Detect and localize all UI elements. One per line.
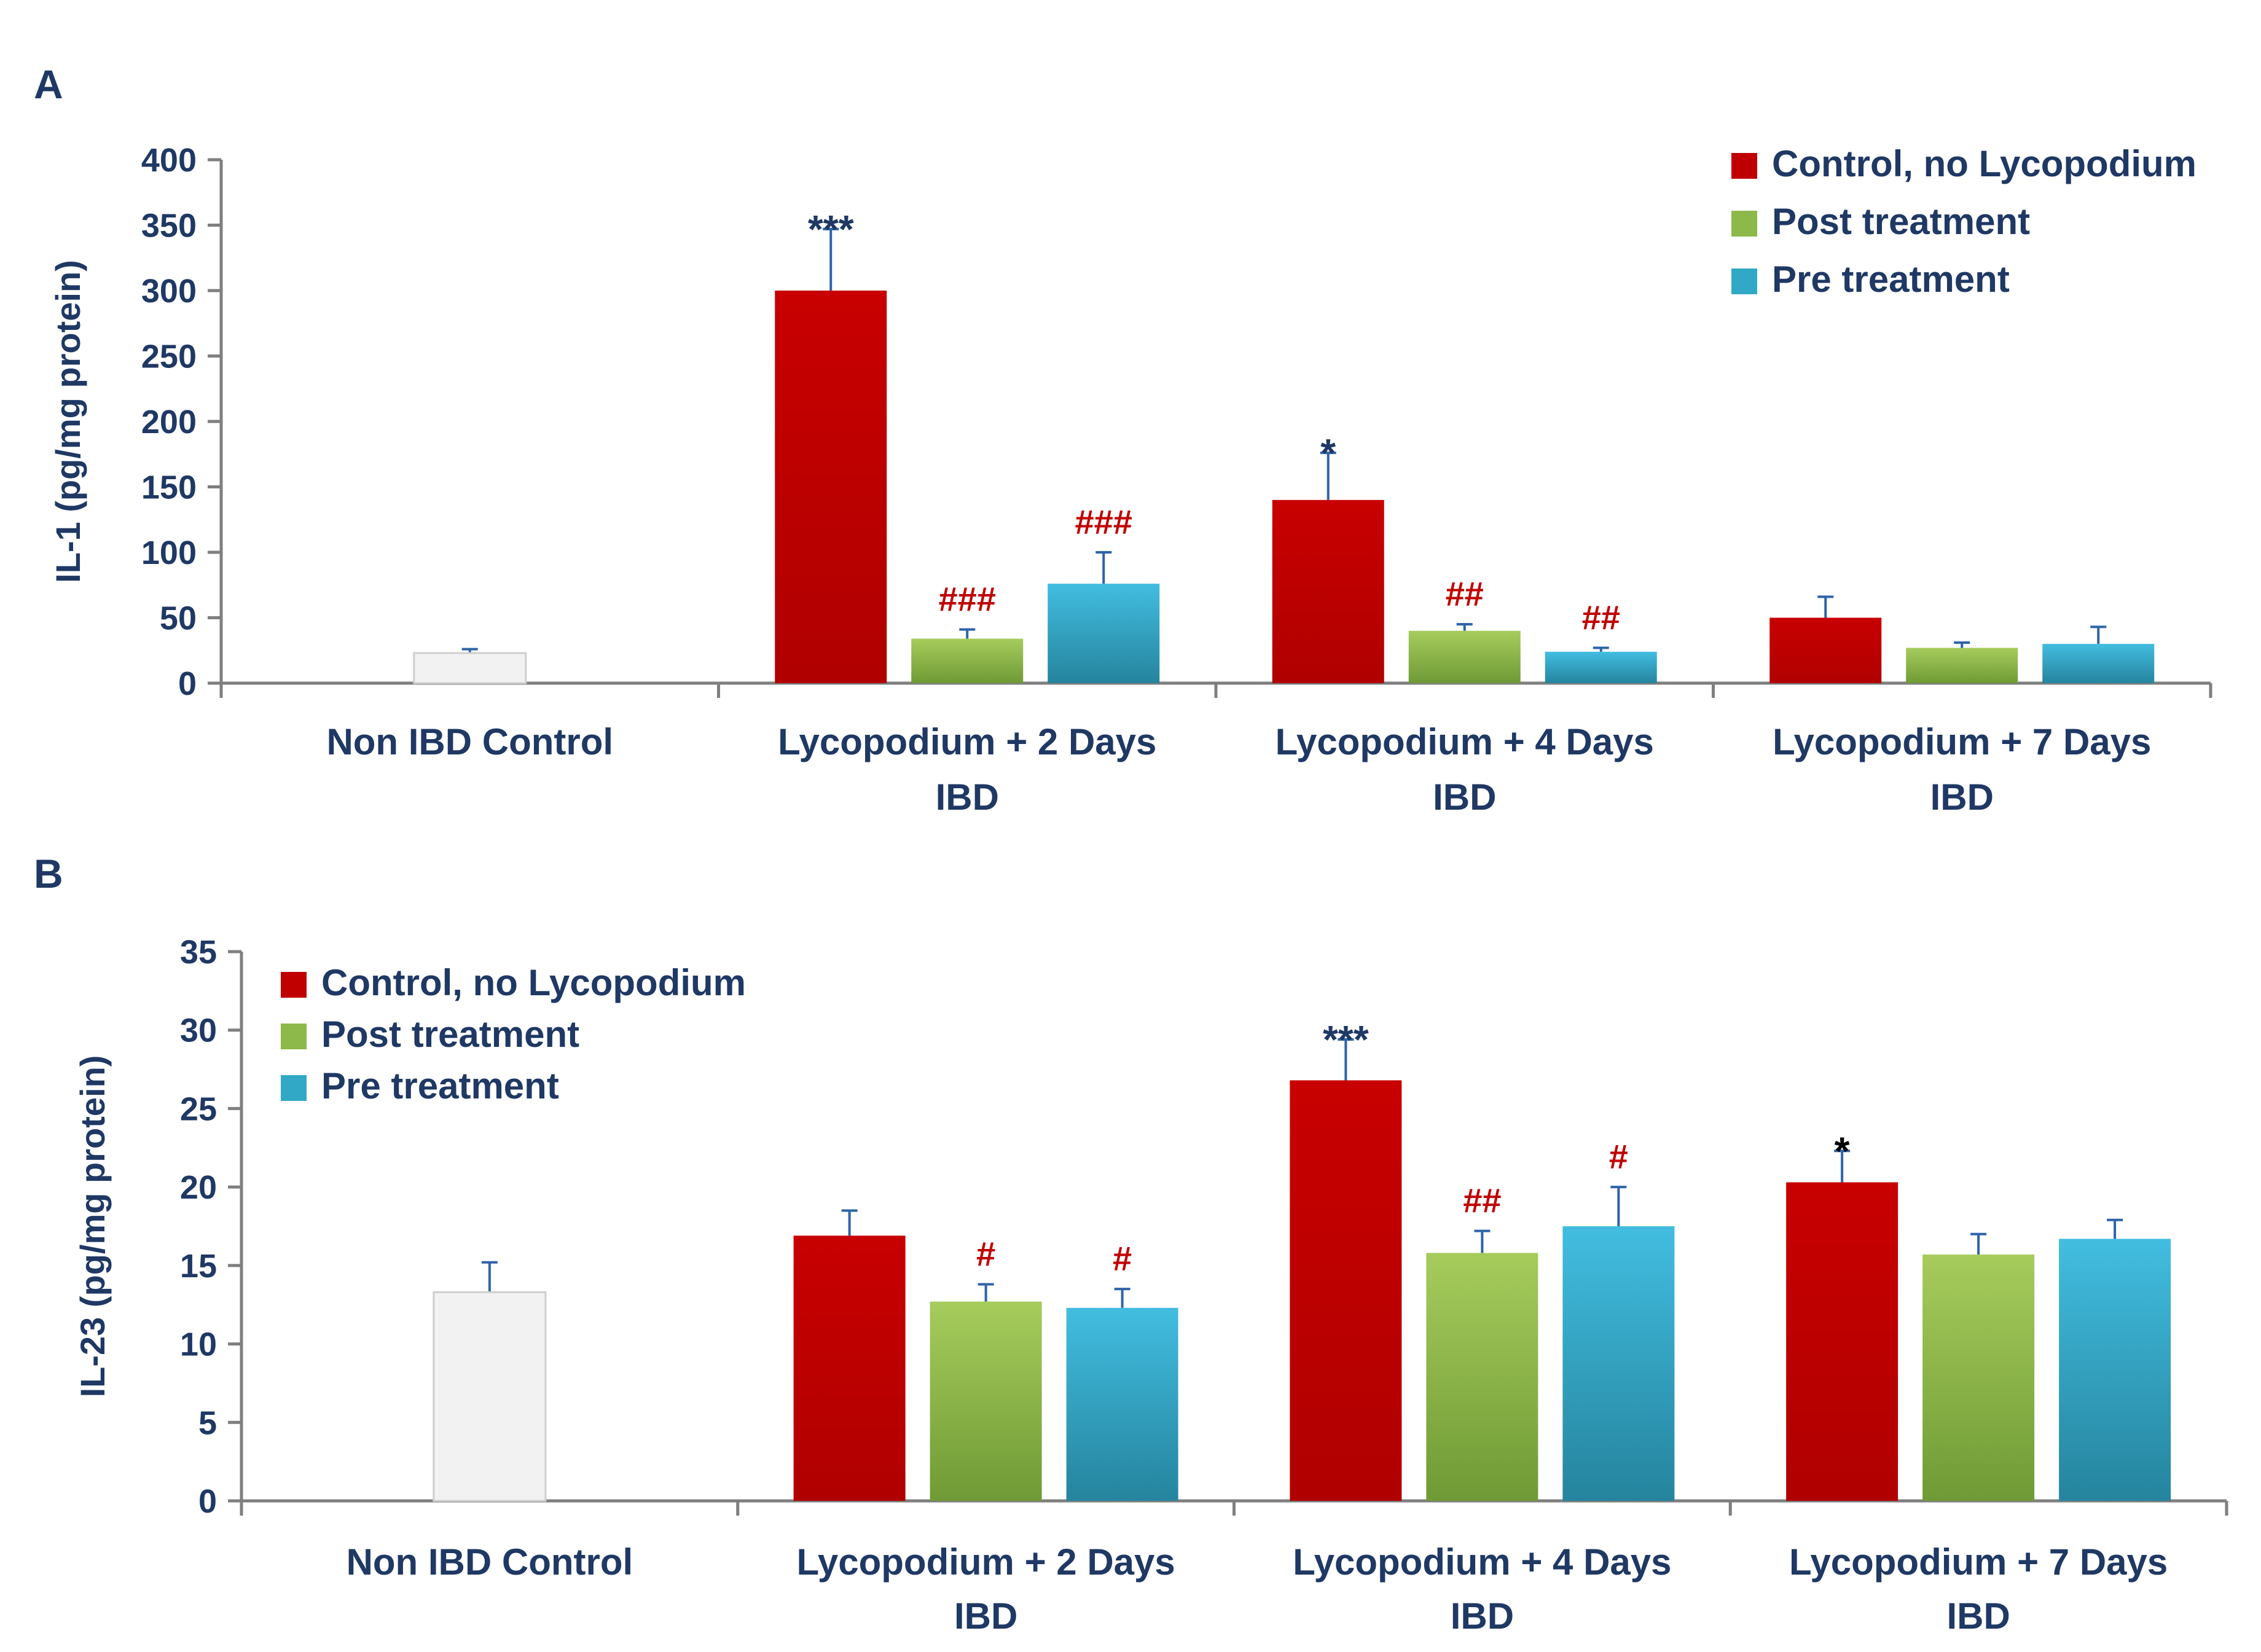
data-bar (1769, 617, 1882, 683)
data-bar (1922, 1254, 2035, 1501)
legend-label: Control, no Lycopodium (321, 962, 746, 1003)
significance-hash: ### (1075, 503, 1132, 541)
legend-label: Pre treatment (321, 1065, 559, 1106)
data-bar (793, 1235, 906, 1501)
y-axis-label: IL-1 (pg/mg protein) (49, 260, 87, 583)
legend-label: Pre treatment (1772, 259, 2010, 300)
y-tick-label: 30 (180, 1012, 217, 1049)
legend-swatch (281, 1024, 307, 1049)
significance-star: *** (1323, 1017, 1369, 1062)
chart-panel-a: 0 50 100 150 200 250 300 350 400 IL-1 (pg/mg prot… (49, 142, 2212, 818)
y-tick-label: 50 (160, 600, 197, 637)
data-bar (1426, 1253, 1538, 1501)
legend-swatch (1731, 153, 1757, 179)
x-category-label: IBD (954, 1595, 1017, 1637)
y-tick-label: 0 (178, 665, 197, 702)
legend-label: Post treatment (321, 1014, 579, 1055)
legend-swatch (1731, 268, 1757, 294)
data-bar (1545, 651, 1657, 683)
data-bar (1906, 648, 2018, 683)
legend-swatch (1731, 211, 1757, 237)
x-category-label: Lycopodium + 2 Days (778, 721, 1156, 762)
y-tick-label: 5 (198, 1404, 217, 1441)
y-tick-label: 350 (141, 208, 197, 245)
significance-hash: # (1609, 1137, 1628, 1176)
data-bar (1408, 630, 1521, 683)
x-category-label: IBD (1930, 777, 1994, 818)
y-tick-label: 0 (198, 1483, 217, 1520)
data-bar (1786, 1182, 1899, 1501)
x-category-label: Non IBD Control (347, 1541, 633, 1583)
significance-hash: ## (1463, 1181, 1501, 1220)
data-bar (1290, 1080, 1402, 1501)
y-tick-label: 200 (141, 404, 197, 440)
x-category-label: Lycopodium + 2 Days (796, 1541, 1175, 1583)
data-bar (775, 291, 887, 683)
legend-swatch (281, 1075, 307, 1101)
significance-hash: ## (1582, 598, 1620, 636)
data-bar (1562, 1226, 1675, 1501)
data-bar (413, 652, 527, 684)
data-bar (1066, 1307, 1178, 1501)
significance-star: * (1835, 1129, 1850, 1173)
legend-label: Post treatment (1772, 201, 2030, 242)
significance-star: * (1320, 431, 1336, 475)
data-bar (911, 638, 1024, 683)
x-category-label: Lycopodium + 7 Days (1789, 1541, 2168, 1583)
significance-star: *** (808, 207, 854, 251)
x-category-label: Non IBD Control (326, 721, 613, 762)
data-bar (2042, 644, 2155, 683)
y-tick-label: 25 (180, 1090, 217, 1127)
x-category-label: IBD (1946, 1595, 2010, 1637)
legend-label: Control, no Lycopodium (1772, 143, 2196, 184)
x-category-label: Lycopodium + 4 Days (1293, 1541, 1671, 1583)
significance-hash: # (1113, 1239, 1132, 1278)
y-axis-label: IL-23 (pg/mg protein) (73, 1055, 112, 1398)
x-category-label: IBD (1451, 1595, 1514, 1637)
x-category-label: IBD (1433, 777, 1496, 818)
y-tick-label: 100 (141, 534, 197, 571)
data-bar (1048, 584, 1160, 683)
y-tick-label: 20 (180, 1169, 217, 1206)
panel-a-label: A (34, 61, 63, 107)
significance-hash: ## (1446, 574, 1484, 613)
y-tick-label: 250 (141, 339, 197, 375)
x-category-label: IBD (936, 777, 999, 818)
y-tick-label: 15 (180, 1248, 217, 1285)
y-tick-label: 400 (141, 142, 197, 179)
chart-panel-b: 0 5 10 15 20 25 30 35 IL-23 (pg/mg protein) Non I… (73, 934, 2228, 1637)
data-bar (1272, 499, 1384, 683)
panel-b-label: B (34, 851, 63, 896)
significance-hash: ### (939, 580, 996, 619)
data-bar (930, 1301, 1042, 1501)
significance-hash: # (976, 1235, 995, 1274)
y-tick-label: 10 (180, 1326, 217, 1363)
y-tick-label: 150 (141, 469, 197, 506)
y-tick-label: 35 (180, 934, 217, 971)
y-tick-label: 300 (141, 273, 197, 310)
data-bar (433, 1291, 547, 1502)
data-bar (2059, 1239, 2171, 1501)
x-category-label: Lycopodium + 7 Days (1773, 721, 2151, 762)
x-category-label: Lycopodium + 4 Days (1275, 721, 1654, 762)
legend-swatch (281, 972, 307, 998)
